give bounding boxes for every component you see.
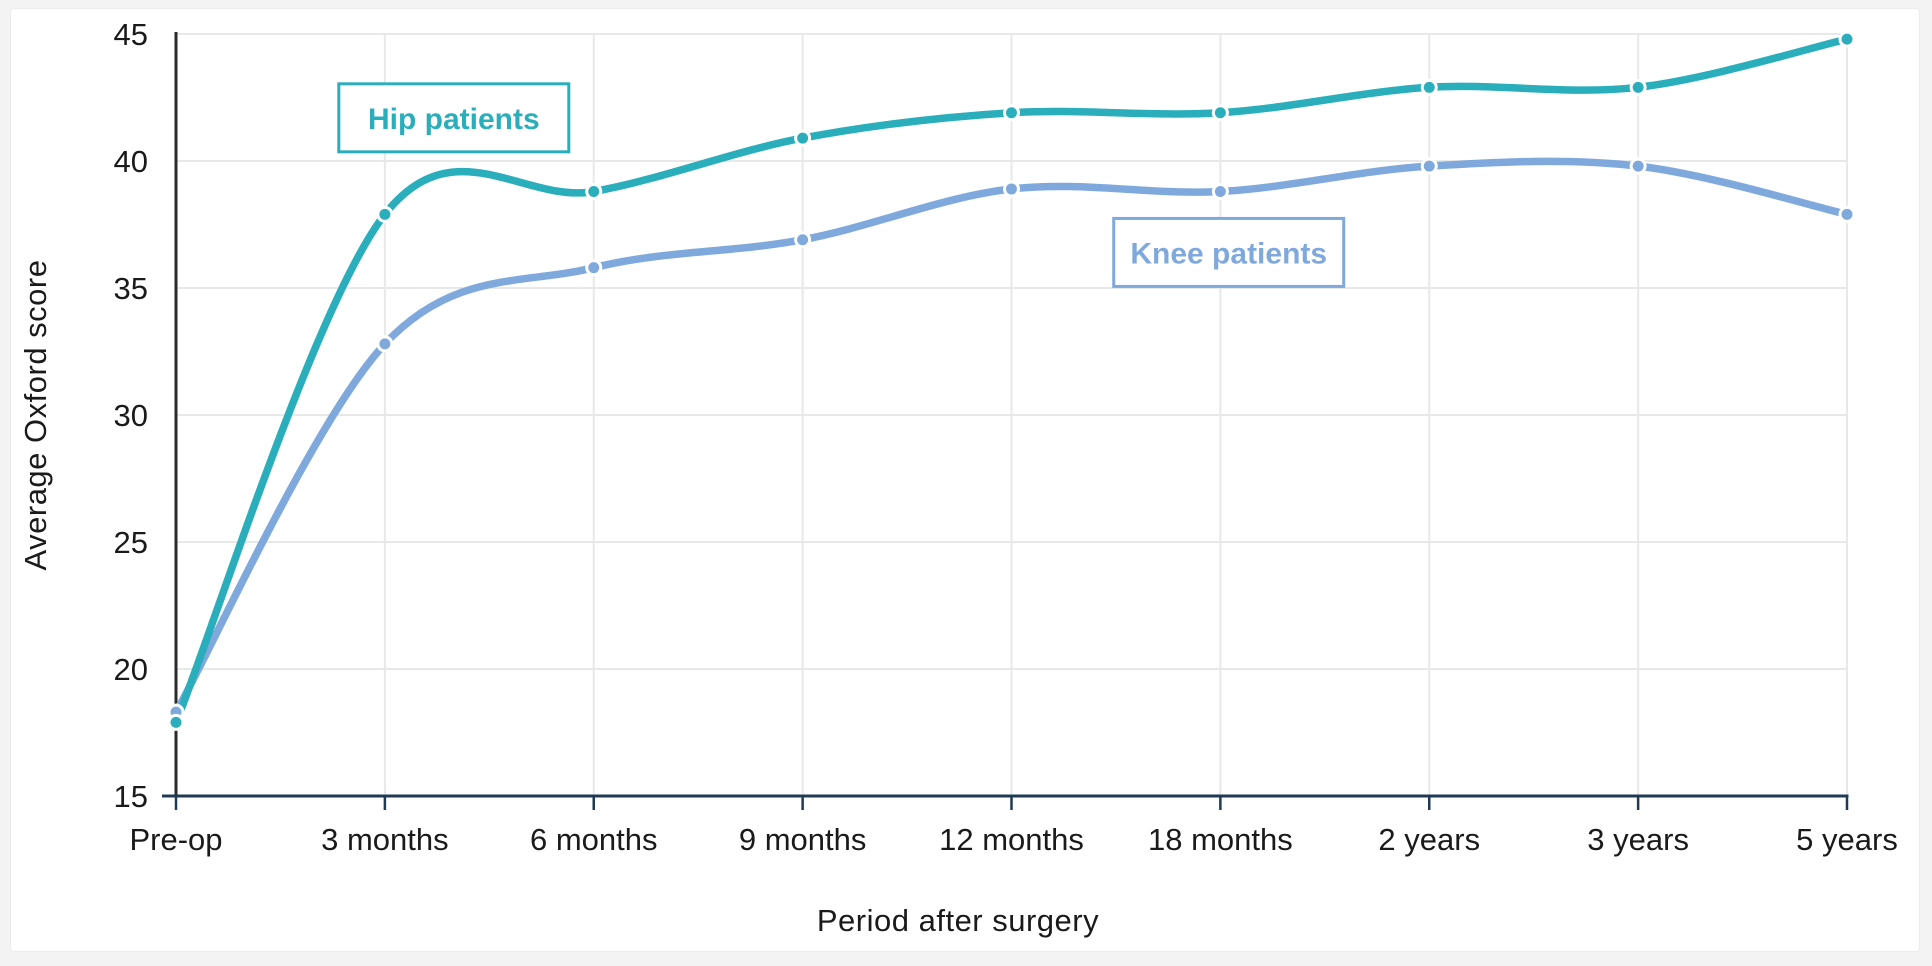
- x-tick-label: 3 years: [1587, 822, 1689, 857]
- x-tick-label: 18 months: [1148, 822, 1293, 857]
- hip-patients-marker: [1211, 104, 1229, 122]
- x-tick-label: 5 years: [1796, 822, 1898, 857]
- hip-patients-marker: [1629, 78, 1647, 96]
- y-tick-label: 15: [114, 779, 148, 814]
- knee-patients-marker: [585, 259, 603, 277]
- knee-patients-label-box: [1112, 216, 1346, 288]
- y-tick-label: 30: [114, 398, 148, 433]
- y-axis-title: Average Oxford score: [18, 259, 53, 571]
- x-tick-label: Pre-op: [129, 822, 222, 857]
- y-tick-label: 35: [114, 271, 148, 306]
- hip-patients-marker: [1003, 104, 1020, 122]
- y-tick-label: 25: [114, 525, 148, 560]
- y-tick-label: 45: [114, 17, 148, 52]
- hip-patients-marker: [585, 182, 603, 200]
- hip-patients-marker: [1838, 30, 1856, 48]
- knee-patients-marker: [1211, 182, 1229, 200]
- knee-patients-label: Knee patients: [1130, 237, 1327, 270]
- knee-patients-marker: [1003, 180, 1020, 198]
- hip-patients-marker: [167, 713, 185, 731]
- knee-patients-marker: [1420, 157, 1438, 175]
- hip-patients-marker: [1420, 78, 1438, 96]
- knee-patients-marker: [794, 231, 812, 249]
- x-tick-label: 12 months: [939, 822, 1084, 857]
- knee-patients-marker: [1838, 205, 1856, 223]
- hip-patients-label: Hip patients: [368, 103, 540, 136]
- x-tick-label: 3 months: [321, 822, 449, 857]
- y-tick-label: 20: [114, 652, 148, 687]
- x-tick-label: 2 years: [1378, 822, 1480, 857]
- hip-patients-marker: [376, 205, 394, 223]
- hip-patients-label-box: [337, 82, 571, 154]
- hip-patients-marker: [794, 129, 812, 147]
- knee-patients-marker: [376, 335, 394, 353]
- x-tick-label: 9 months: [739, 822, 867, 857]
- x-axis-title: Period after surgery: [816, 903, 1100, 938]
- x-tick-label: 6 months: [530, 822, 658, 857]
- y-tick-label: 40: [114, 144, 148, 179]
- knee-patients-marker: [1629, 157, 1647, 175]
